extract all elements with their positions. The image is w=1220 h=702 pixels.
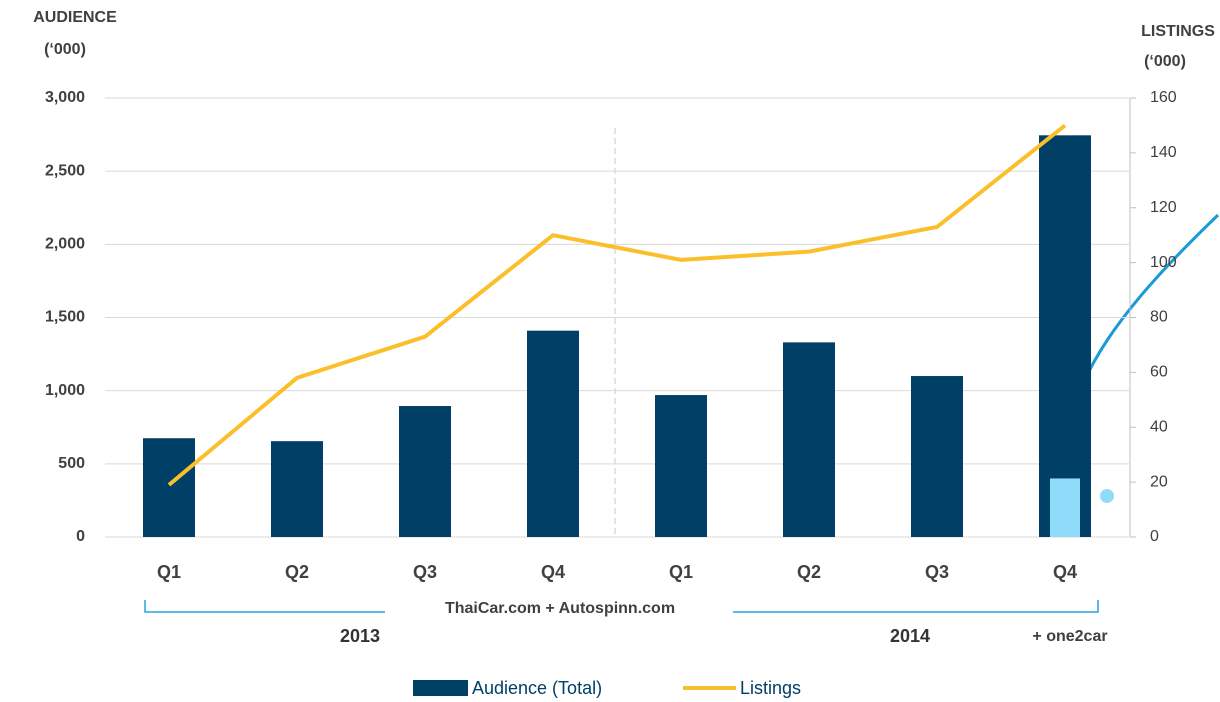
y2-tick-label: 120 — [1150, 199, 1177, 216]
bar — [911, 376, 963, 537]
y-tick-label: 3,000 — [45, 89, 85, 106]
year-label: 2014 — [890, 626, 930, 646]
y-tick-label: 500 — [58, 455, 85, 472]
bracket-label: ThaiCar.com + Autospinn.com — [445, 600, 675, 617]
y-tick-label: 1,500 — [45, 309, 85, 326]
x-tick-label: Q1 — [157, 562, 181, 582]
bar — [783, 342, 835, 537]
year-label: 2013 — [340, 626, 380, 646]
bar — [143, 438, 195, 537]
y2-tick-label: 100 — [1150, 254, 1177, 271]
legend-label: Listings — [740, 678, 801, 698]
y-tick-label: 2,500 — [45, 162, 85, 179]
highlight-bar — [1050, 478, 1080, 537]
y2-tick-label: 140 — [1150, 144, 1177, 161]
y2-axis-unit: (‘000) — [1144, 53, 1186, 70]
x-tick-label: Q4 — [541, 562, 565, 582]
x-tick-label: Q2 — [797, 562, 821, 582]
y-tick-label: 2,000 — [45, 236, 85, 253]
y2-tick-label: 0 — [1150, 528, 1159, 545]
legend-label: Audience (Total) — [472, 678, 602, 698]
bracket — [144, 600, 1099, 613]
bar — [1039, 135, 1091, 537]
y-tick-label: 0 — [76, 528, 85, 545]
y2-tick-label: 80 — [1150, 309, 1168, 326]
x-tick-label: Q1 — [669, 562, 693, 582]
y-tick-label: 1,000 — [45, 382, 85, 399]
bar — [655, 395, 707, 537]
y2-tick-label: 20 — [1150, 473, 1168, 490]
y-axis-title: AUDIENCE — [33, 9, 117, 26]
y-axis-unit: (‘000) — [44, 41, 86, 58]
x-tick-label: Q4 — [1053, 562, 1077, 582]
x-tick-label: Q2 — [285, 562, 309, 582]
y2-tick-label: 160 — [1150, 89, 1177, 106]
bar — [527, 330, 579, 537]
y2-tick-label: 40 — [1150, 418, 1168, 435]
highlight-label: + one2car — [1032, 628, 1107, 645]
x-tick-label: Q3 — [413, 562, 437, 582]
bar — [271, 441, 323, 537]
bar — [399, 406, 451, 537]
x-tick-label: Q3 — [925, 562, 949, 582]
y2-axis-title: LISTINGS — [1141, 23, 1215, 40]
line — [167, 123, 1067, 487]
legend-swatch — [413, 680, 468, 696]
dot — [1100, 489, 1114, 503]
y2-tick-label: 60 — [1150, 364, 1168, 381]
